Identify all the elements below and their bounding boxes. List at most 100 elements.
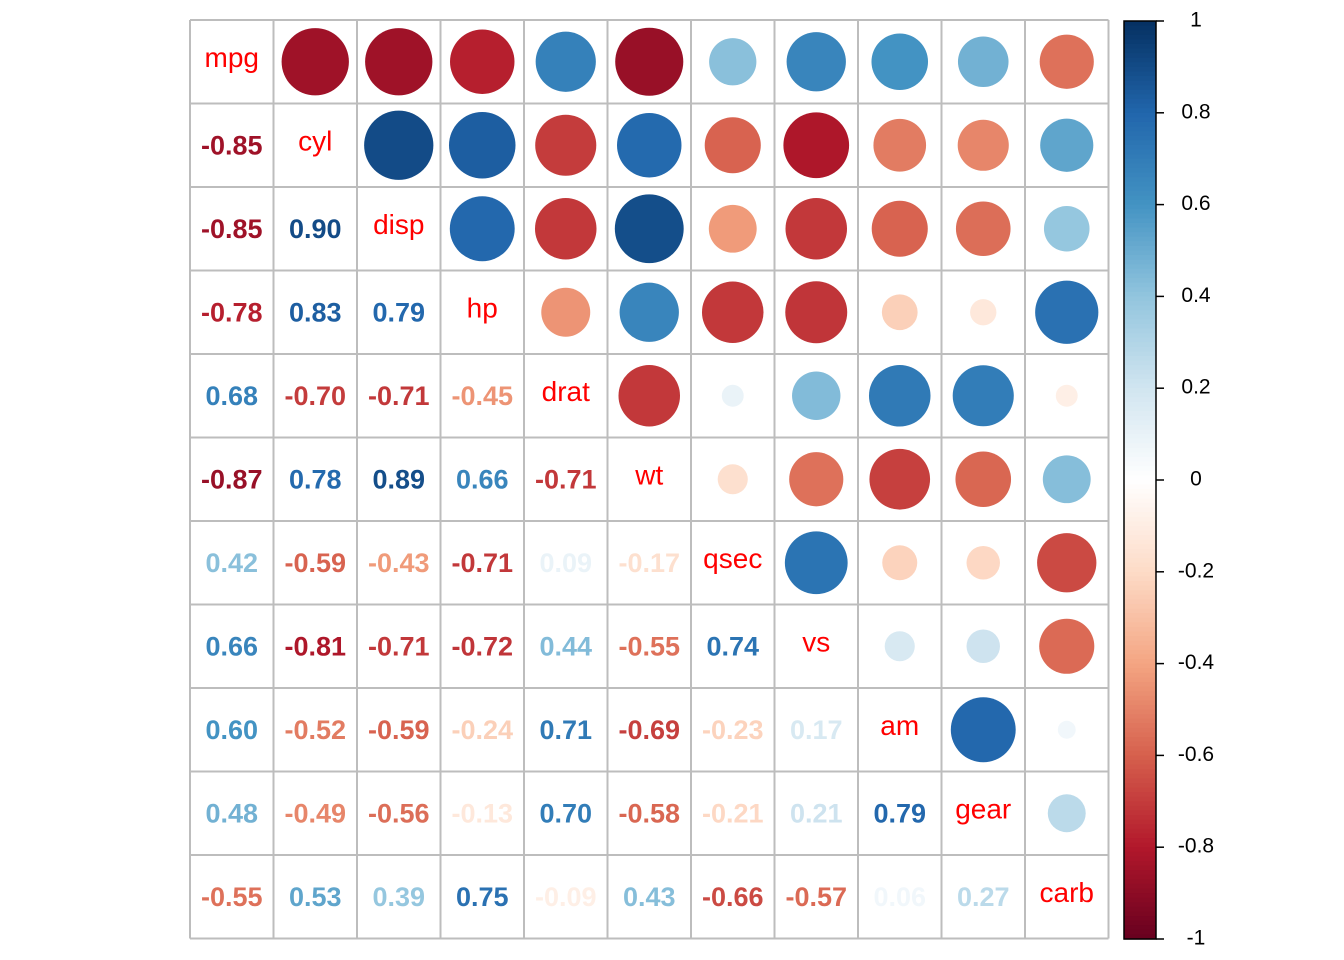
corr-circle-drat-gear xyxy=(952,365,1014,427)
diag-label-mpg: mpg xyxy=(205,42,259,73)
corr-value-carb-gear: 0.27 xyxy=(957,882,1010,912)
colorbar-band xyxy=(1124,273,1156,279)
colorbar-band xyxy=(1124,888,1156,894)
colorbar-band xyxy=(1124,759,1156,766)
colorbar-tick-label: 1 xyxy=(1190,9,1202,32)
colorbar-band xyxy=(1124,406,1156,412)
corr-value-vs-drat: 0.44 xyxy=(539,631,592,661)
corr-value-vs-wt: -0.55 xyxy=(618,631,680,661)
colorbar-band xyxy=(1124,190,1156,197)
colorbar-band xyxy=(1124,76,1156,82)
corr-circle-disp-am xyxy=(871,200,928,257)
colorbar-band xyxy=(1124,360,1156,366)
correlation-matrix: mpg -0.85 cyl -0.85 0.90 disp -0.78 0.83 0.79 hp 0… xyxy=(201,27,1099,912)
colorbar-band xyxy=(1124,388,1156,394)
corr-circle-wt-carb xyxy=(1042,455,1091,504)
colorbar-band xyxy=(1124,925,1156,931)
colorbar-band xyxy=(1124,209,1156,215)
colorbar-band xyxy=(1124,250,1156,256)
colorbar-band xyxy=(1124,498,1156,504)
corr-circle-cyl-disp xyxy=(364,110,434,180)
colorbar-band xyxy=(1124,282,1156,288)
corr-value-drat-disp: -0.71 xyxy=(368,381,430,411)
diag-label-qsec: qsec xyxy=(703,543,762,574)
colorbar-band xyxy=(1124,401,1156,408)
colorbar-band xyxy=(1124,562,1156,568)
corr-value-am-hp: -0.24 xyxy=(451,715,513,745)
colorbar-band xyxy=(1124,654,1156,660)
colorbar-band xyxy=(1124,879,1156,885)
corr-value-carb-hp: 0.75 xyxy=(456,882,509,912)
colorbar-tick-label: 0.8 xyxy=(1181,100,1210,123)
colorbar-band xyxy=(1124,466,1156,472)
colorbar-band xyxy=(1124,144,1156,151)
diag-label-cyl: cyl xyxy=(298,126,332,157)
corr-circle-hp-carb xyxy=(1035,280,1099,344)
corr-circle-qsec-vs xyxy=(784,531,848,595)
corr-value-cyl-mpg: -0.85 xyxy=(201,130,263,160)
colorbar-band xyxy=(1124,411,1156,417)
colorbar-band xyxy=(1124,580,1156,587)
colorbar-band xyxy=(1124,727,1156,734)
colorbar-band xyxy=(1124,585,1156,591)
colorbar-band xyxy=(1124,222,1156,229)
colorbar-band xyxy=(1124,57,1156,63)
colorbar-band xyxy=(1124,663,1156,669)
colorbar-band xyxy=(1124,700,1156,706)
colorbar-band xyxy=(1124,204,1156,210)
colorbar-band xyxy=(1124,489,1156,495)
colorbar-band xyxy=(1124,874,1156,880)
corr-circle-wt-vs xyxy=(789,452,844,507)
corr-circle-mpg-cyl xyxy=(281,28,349,96)
corr-value-qsec-mpg: 0.42 xyxy=(205,548,258,578)
corr-value-carb-vs: -0.57 xyxy=(785,882,847,912)
diag-label-am: am xyxy=(880,710,919,741)
colorbar-band xyxy=(1124,691,1156,697)
corr-value-gear-disp: -0.56 xyxy=(368,798,430,828)
colorbar-band xyxy=(1124,397,1156,403)
corr-circle-disp-qsec xyxy=(708,204,757,253)
corr-value-carb-drat: -0.09 xyxy=(535,882,597,912)
colorbar-band xyxy=(1124,838,1156,844)
corr-value-vs-disp: -0.71 xyxy=(368,631,430,661)
corr-circle-mpg-hp xyxy=(450,29,515,94)
corr-value-am-cyl: -0.52 xyxy=(284,715,346,745)
colorbar-band xyxy=(1124,507,1156,513)
colorbar-band xyxy=(1124,558,1156,564)
colorbar-band xyxy=(1124,241,1156,247)
diag-label-hp: hp xyxy=(467,293,498,324)
colorbar-band xyxy=(1124,764,1156,770)
corr-circle-vs-gear xyxy=(966,629,1000,663)
colorbar-tick-label: 0 xyxy=(1190,468,1202,491)
colorbar-band xyxy=(1124,833,1156,839)
corr-circle-cyl-vs xyxy=(783,112,850,179)
colorbar-tick-label: 0.2 xyxy=(1181,376,1210,399)
colorbar-tick-label: -0.6 xyxy=(1178,743,1214,766)
colorbar-band xyxy=(1124,590,1156,596)
colorbar-band xyxy=(1124,544,1156,550)
colorbar-band xyxy=(1124,686,1156,692)
colorbar-band xyxy=(1124,177,1156,183)
colorbar-tick-label: 0.6 xyxy=(1181,192,1210,215)
corr-circle-cyl-am xyxy=(873,118,927,172)
colorbar-band xyxy=(1124,337,1156,343)
corr-circle-cyl-carb xyxy=(1040,118,1094,172)
corr-value-gear-drat: 0.70 xyxy=(539,798,592,828)
colorbar-band xyxy=(1124,824,1156,830)
corr-value-gear-wt: -0.58 xyxy=(618,798,680,828)
colorbar-band xyxy=(1124,815,1156,821)
corr-circle-hp-gear xyxy=(970,299,997,326)
colorbar-band xyxy=(1124,424,1156,431)
colorbar-band xyxy=(1124,457,1156,463)
colorbar-band xyxy=(1124,525,1156,532)
colorbar-band xyxy=(1124,351,1156,357)
colorbar-band xyxy=(1124,429,1156,435)
corr-value-vs-qsec: 0.74 xyxy=(706,631,759,661)
colorbar-band xyxy=(1124,732,1156,738)
colorbar-tick-label: 0.4 xyxy=(1181,284,1211,307)
colorbar-band xyxy=(1124,213,1156,219)
colorbar-band xyxy=(1124,255,1156,261)
colorbar-band xyxy=(1124,530,1156,536)
colorbar-band xyxy=(1124,695,1156,701)
